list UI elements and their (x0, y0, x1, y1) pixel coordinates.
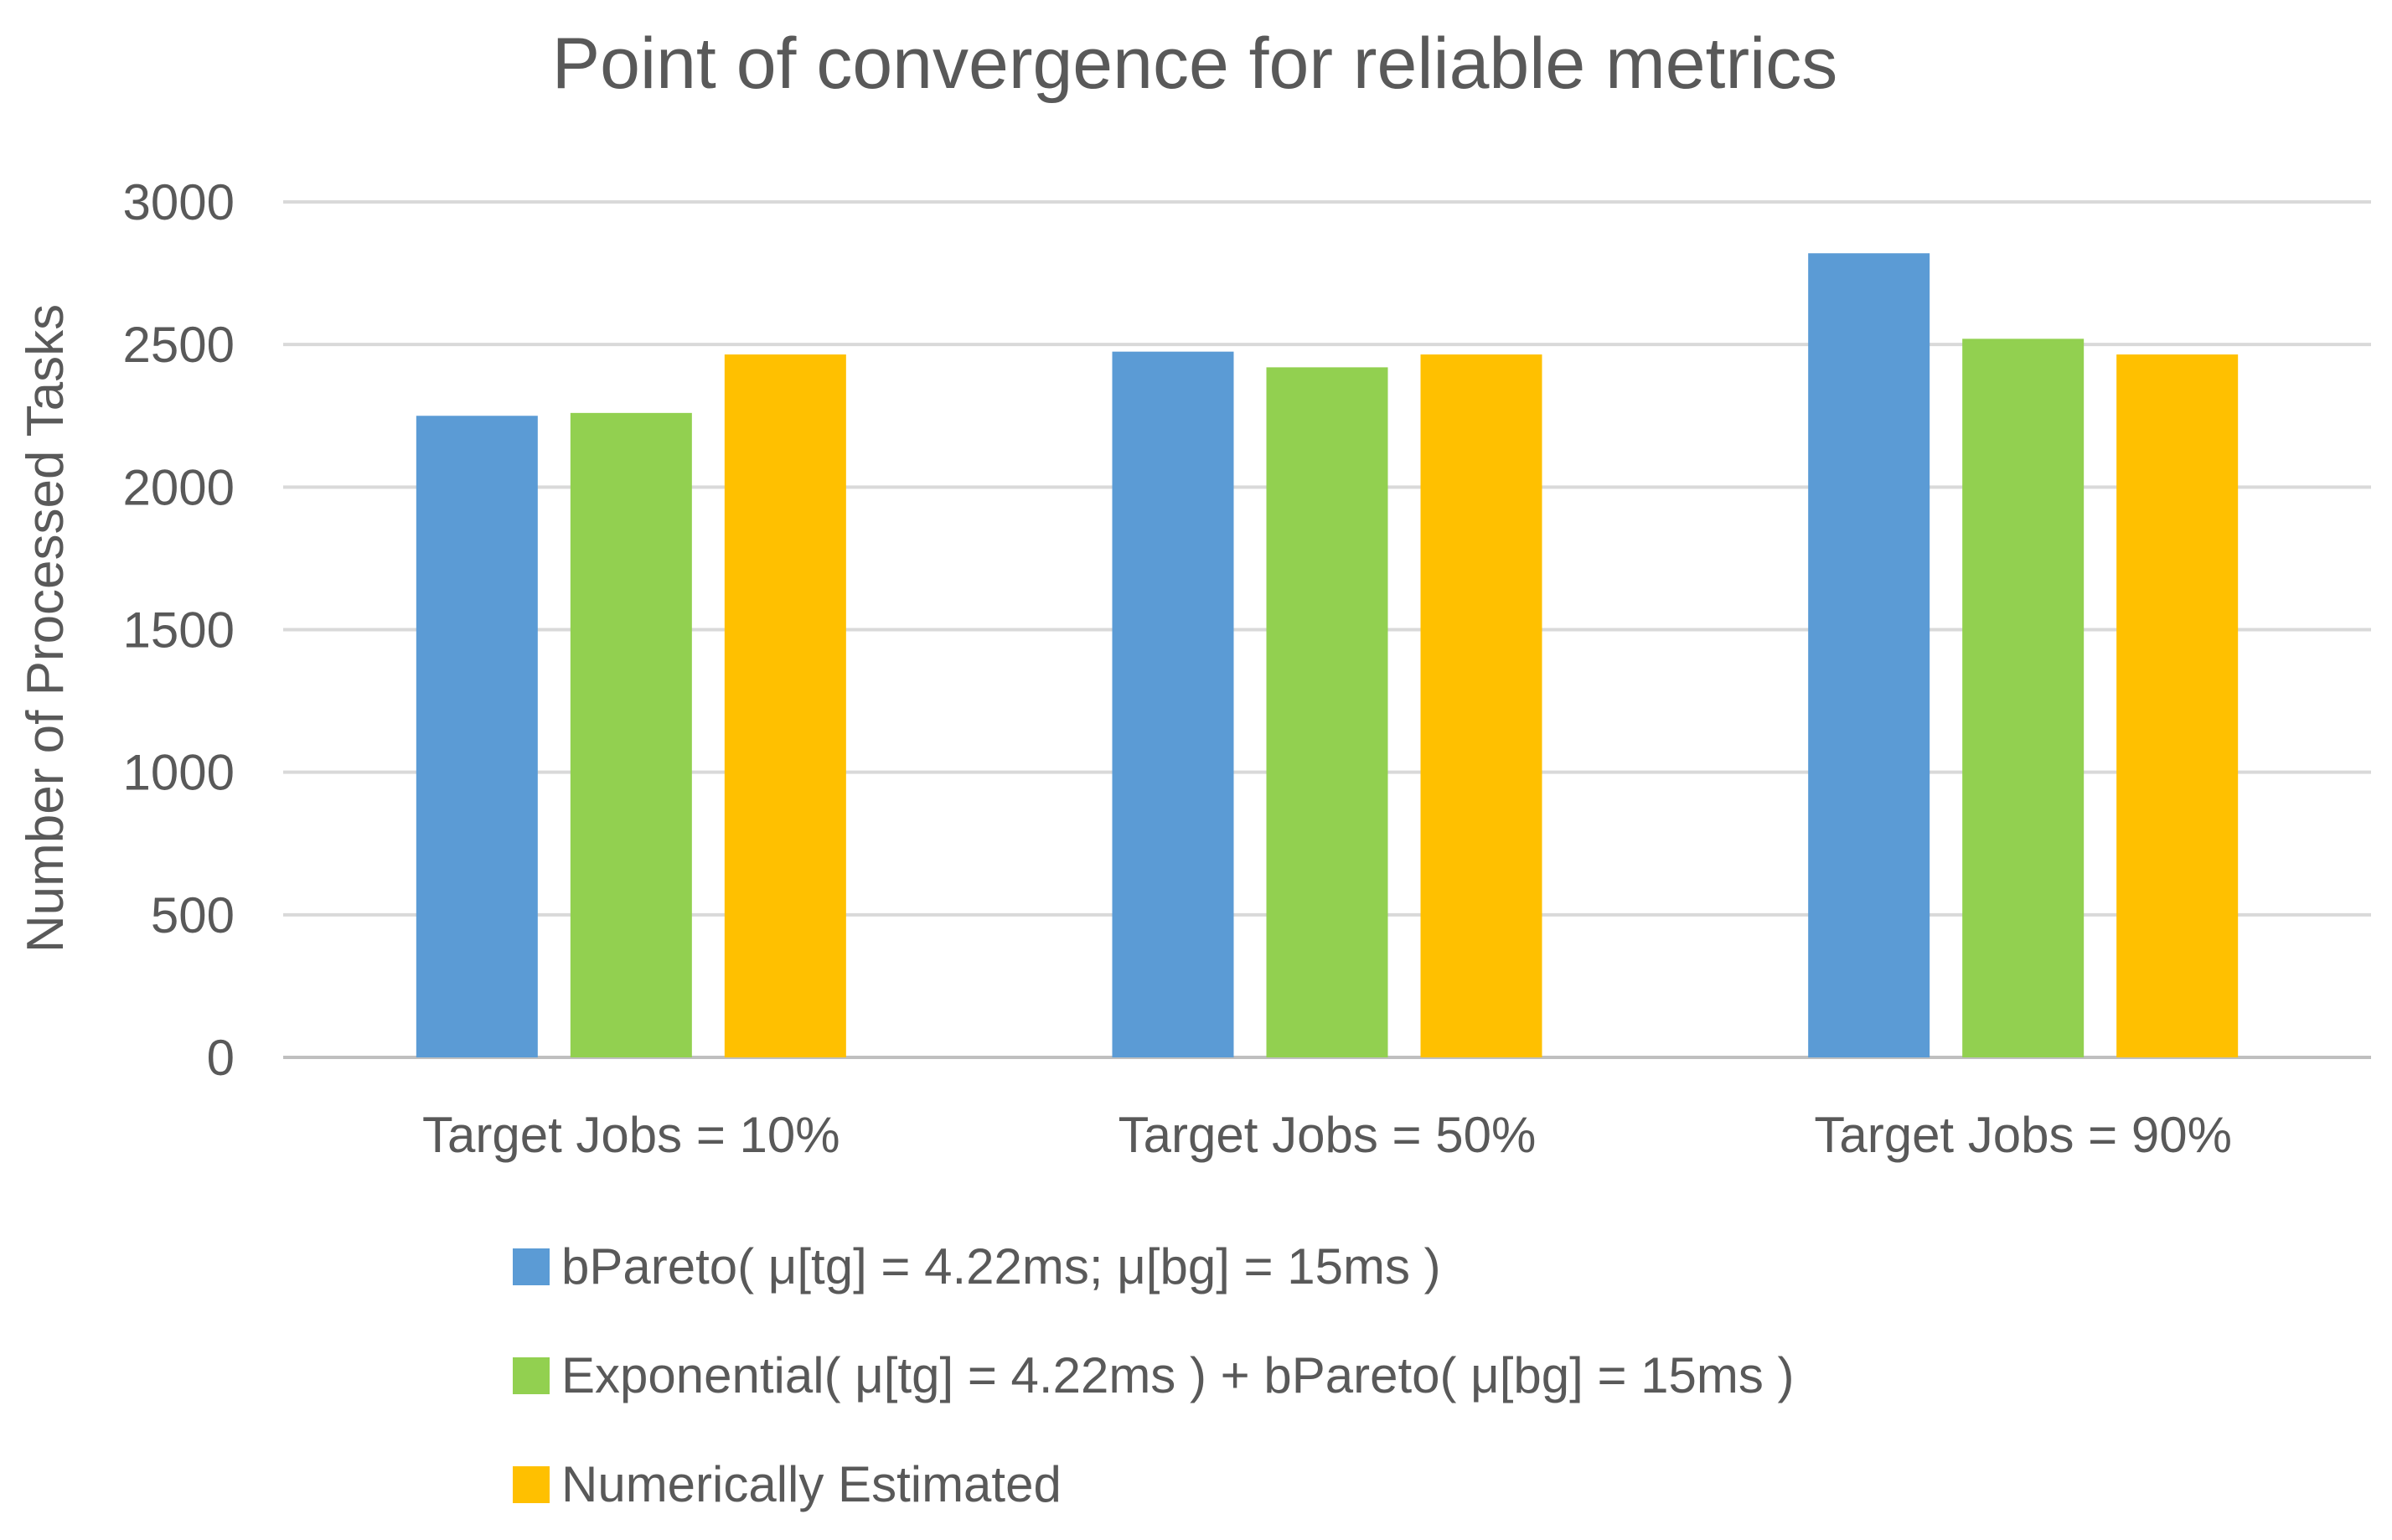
legend-swatch (513, 1466, 550, 1503)
y-tick-label: 0 (207, 1030, 235, 1086)
y-tick-label: 2000 (123, 459, 235, 515)
x-tick-label: Target Jobs = 10% (422, 1107, 840, 1163)
chart-title: Point of convergence for reliable metric… (552, 23, 1837, 104)
y-axis-ticks: 0 500 1000 1500 2000 2500 3000 (123, 174, 235, 1086)
legend: bPareto( μ[tg] = 4.22ms; μ[bg] = 15ms ) E… (513, 1238, 1795, 1512)
y-tick-label: 3000 (123, 174, 235, 230)
bar-series-3-category-1 (724, 354, 846, 1057)
legend-label: Exponential( μ[tg] = 4.22ms ) + bPareto(… (561, 1347, 1795, 1403)
y-axis-label: Number of Processed Tasks (17, 304, 75, 953)
bar-series-1-category-3 (1808, 253, 1930, 1057)
bar-series-3-category-3 (2116, 354, 2239, 1057)
bar-series-2-category-1 (570, 412, 692, 1057)
bar-series-1-category-2 (1112, 351, 1234, 1057)
bar-series-1-category-1 (416, 416, 538, 1057)
x-tick-label: Target Jobs = 90% (1814, 1107, 2232, 1163)
x-tick-label: Target Jobs = 50% (1119, 1107, 1537, 1163)
legend-label: bPareto( μ[tg] = 4.22ms; μ[bg] = 15ms ) (561, 1238, 1441, 1295)
bars (416, 253, 2239, 1058)
bar-series-2-category-2 (1266, 367, 1388, 1058)
y-tick-label: 1500 (123, 602, 235, 659)
bar-series-3-category-2 (1420, 354, 1542, 1057)
y-tick-label: 2500 (123, 317, 235, 373)
y-tick-label: 1000 (123, 745, 235, 801)
legend-swatch (513, 1248, 550, 1285)
x-axis-ticks: Target Jobs = 10% Target Jobs = 50% Target… (422, 1107, 2232, 1163)
y-tick-label: 500 (151, 887, 235, 943)
legend-label: Numerically Estimated (561, 1456, 1062, 1512)
bar-series-2-category-3 (1962, 338, 2085, 1057)
legend-swatch (513, 1357, 550, 1394)
